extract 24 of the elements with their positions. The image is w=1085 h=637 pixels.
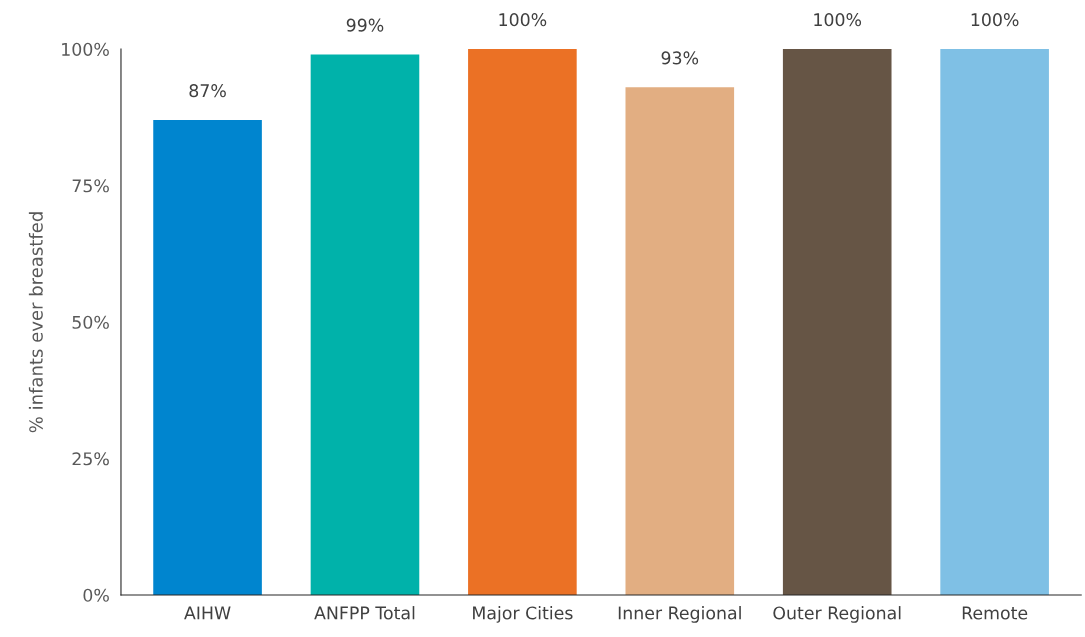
x-tick-label: Major Cities — [473, 606, 573, 623]
bar — [153, 120, 262, 595]
bar — [625, 87, 735, 595]
data-label: 87% — [189, 84, 226, 98]
data-label: 100% — [971, 13, 1019, 27]
bar — [468, 49, 577, 595]
x-tick-label: AIHW — [184, 606, 231, 620]
y-tick-label: 25% — [72, 452, 109, 466]
data-label: 99% — [346, 18, 384, 32]
y-tick-label: 100% — [62, 42, 109, 56]
y-axis-title: % infants ever breastfed — [28, 212, 43, 433]
data-label: 100% — [814, 13, 862, 27]
x-tick-label: Outer Regional — [773, 606, 901, 623]
data-label: 100% — [499, 13, 547, 27]
x-tick-label: Remote — [962, 606, 1028, 620]
data-label: 93% — [661, 51, 699, 65]
y-tick-label: 75% — [72, 179, 109, 193]
bar — [940, 49, 1049, 595]
x-tick-label: Inner Regional — [618, 606, 741, 623]
y-tick-label: 0% — [83, 588, 109, 602]
bar — [310, 54, 420, 595]
y-tick-label: 50% — [72, 315, 109, 329]
bar — [782, 49, 892, 595]
x-tick-label: ANFPP Total — [314, 606, 415, 620]
